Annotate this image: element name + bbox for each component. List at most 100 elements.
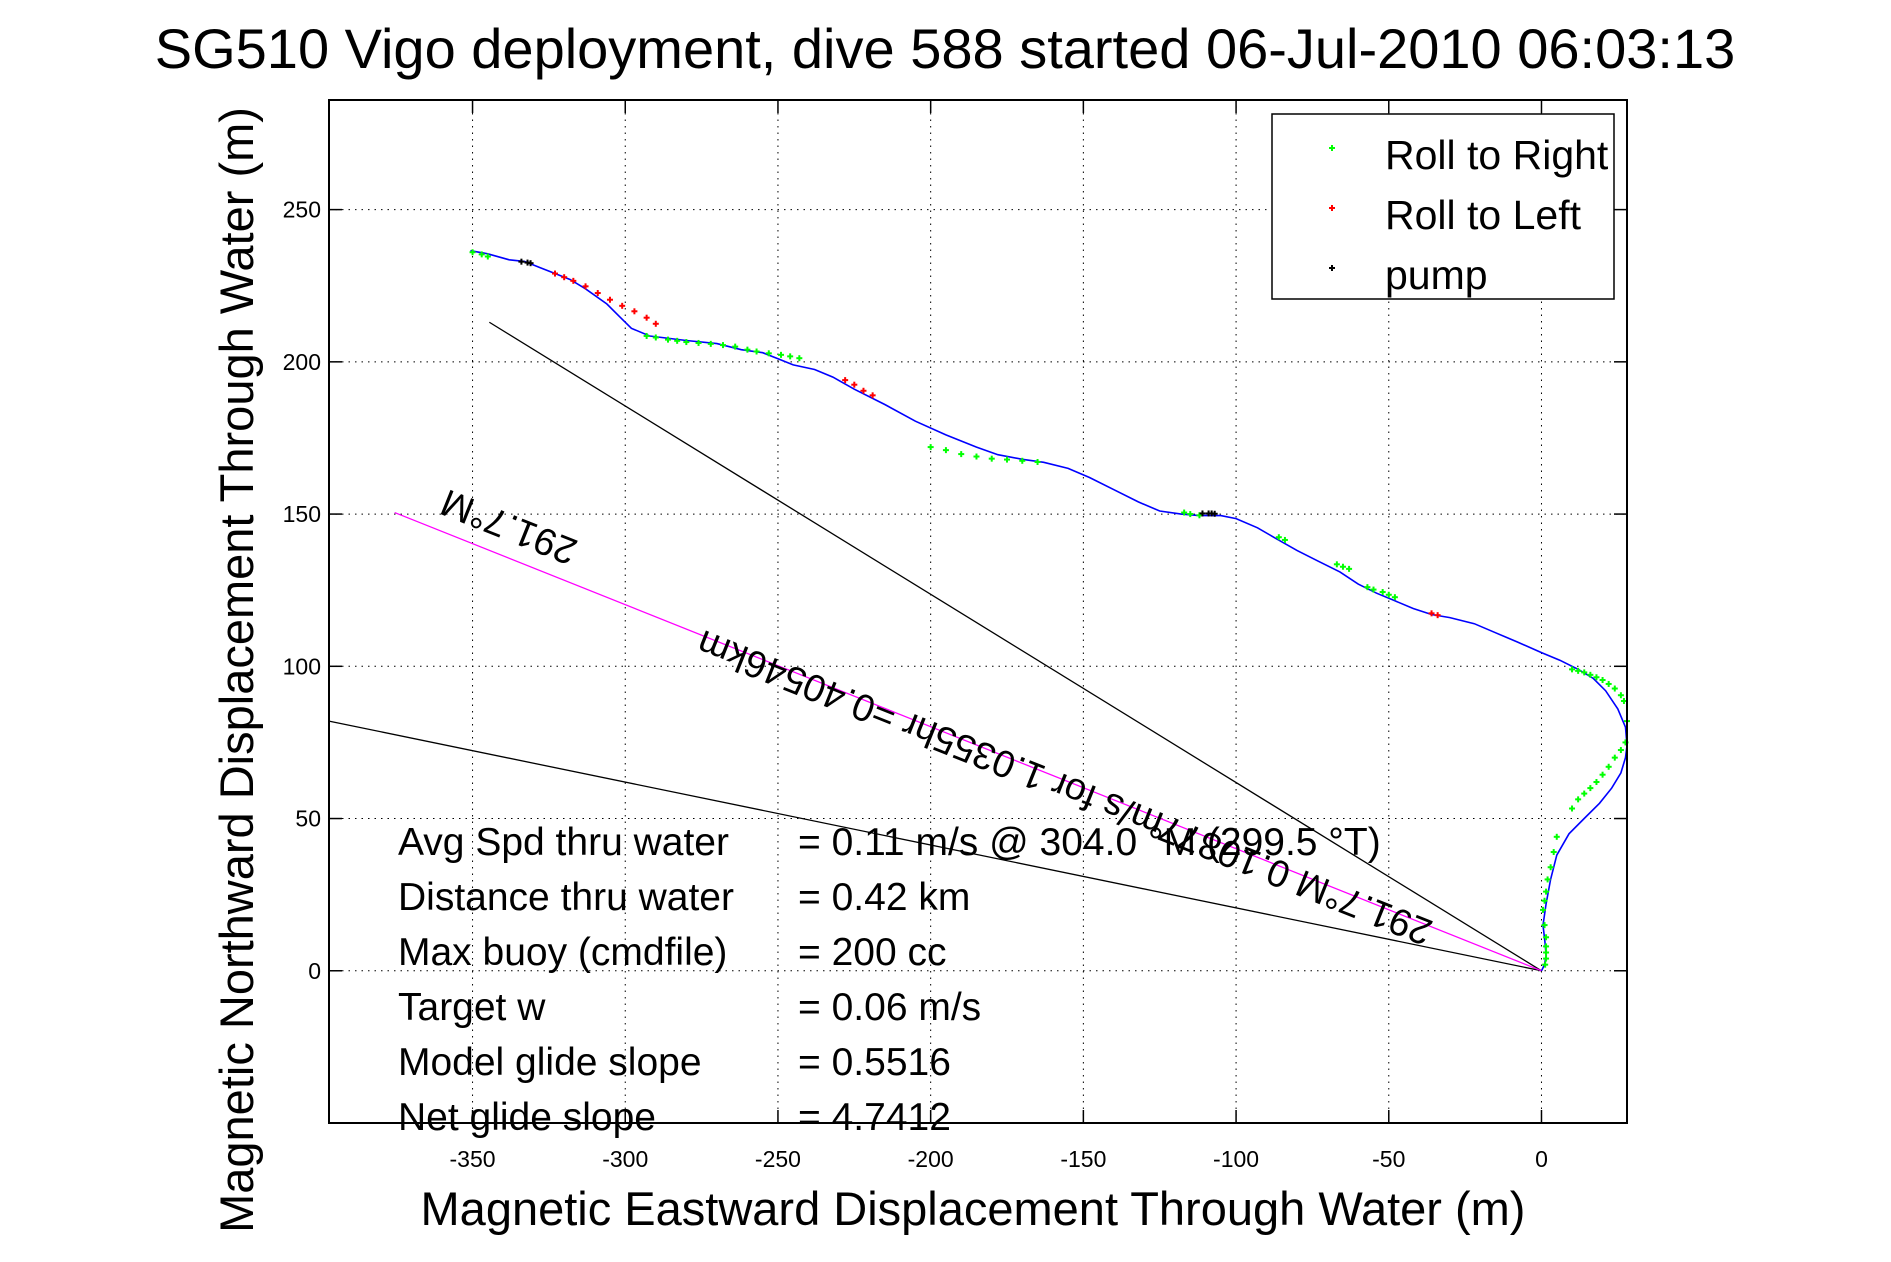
roll-right-marker <box>1599 771 1606 778</box>
roll-left-marker <box>1434 612 1441 619</box>
roll-right-marker <box>1543 934 1550 941</box>
y-tick-label: 150 <box>283 501 321 527</box>
roll-right-marker <box>1611 754 1618 761</box>
x-tick-label: -50 <box>1372 1146 1405 1172</box>
legend-label: pump <box>1385 252 1488 298</box>
x-tick-label: -100 <box>1213 1146 1259 1172</box>
roll-left-marker <box>619 302 626 309</box>
roll-right-marker <box>1333 561 1340 568</box>
x-axis-label: Magnetic Eastward Displacement Through W… <box>421 1182 1526 1235</box>
roll-right-marker <box>1196 512 1203 519</box>
roll-left-marker <box>860 387 867 394</box>
y-tick-label: 250 <box>283 197 321 223</box>
pump-marker <box>518 258 525 265</box>
roll-right-marker <box>1593 779 1600 785</box>
pump-marker <box>527 260 534 267</box>
roll-right-marker <box>1541 922 1548 929</box>
roll-right-marker <box>1569 666 1576 673</box>
reference-lines <box>328 321 1542 972</box>
roll-right-marker <box>1543 888 1550 895</box>
roll-right-marker <box>1281 536 1288 543</box>
roll-right-marker <box>1379 589 1386 596</box>
roll-right-marker <box>1617 747 1624 754</box>
roll-right-marker <box>1364 584 1371 591</box>
stat-label: Distance thru water <box>398 876 734 919</box>
y-axis-label: Magnetic Northward Displacement Through … <box>210 107 263 1233</box>
legend-item: Roll to Left <box>1329 192 1582 238</box>
roll-right-marker <box>1581 669 1588 676</box>
pump-marker <box>1211 510 1218 517</box>
roll-right-marker <box>778 351 785 358</box>
y-tick-label: 200 <box>283 349 321 375</box>
roll-right-marker <box>1575 667 1582 674</box>
roll-right-marker <box>643 332 650 339</box>
roll-right-marker <box>1587 671 1594 678</box>
roll-right-marker <box>973 453 980 460</box>
roll-right-marker <box>1540 906 1547 913</box>
roll-right-marker <box>1339 563 1346 570</box>
y-tick-label: 100 <box>283 653 321 679</box>
roll-right-marker <box>1543 949 1550 956</box>
stat-value: = 0.11 m/s @ 304.0 °M (299.5 °T) <box>798 821 1381 864</box>
roll-left-marker <box>1428 610 1435 617</box>
roll-right-marker <box>1004 456 1011 463</box>
roll-left-marker <box>561 274 568 281</box>
x-tick-label: 0 <box>1535 1146 1548 1172</box>
roll-right-marker <box>1605 680 1612 687</box>
roll-right-marker <box>695 339 702 346</box>
roll-right-marker <box>1543 943 1550 950</box>
roll-right-marker <box>719 342 726 349</box>
roll-right-marker <box>652 334 659 341</box>
roll-right-marker <box>1541 897 1548 904</box>
roll-right-marker <box>1569 805 1576 812</box>
legend: Roll to Right Roll to Left pump <box>1271 113 1615 300</box>
roll-left-marker <box>570 277 577 284</box>
roll-right-marker <box>469 249 476 256</box>
x-tick-label: -150 <box>1060 1146 1106 1172</box>
roll-right-marker <box>787 353 794 360</box>
stat-label: Target w <box>398 986 546 1029</box>
roll-right-marker <box>683 339 690 346</box>
heading-line-upper <box>489 321 1542 972</box>
plot-frame <box>328 99 1628 1124</box>
legend-label: Roll to Right <box>1385 132 1609 178</box>
roll-right-marker <box>1181 509 1188 516</box>
roll-right-marker <box>988 455 995 462</box>
roll-right-marker <box>927 444 934 451</box>
roll-right-marker <box>1620 698 1627 705</box>
x-tick-label: -300 <box>602 1146 648 1172</box>
stat-label: Net glide slope <box>398 1096 656 1139</box>
chart-title: SG510 Vigo deployment, dive 588 started … <box>155 17 1736 80</box>
roll-right-marker <box>744 346 751 353</box>
roll-left-marker <box>652 320 659 327</box>
roll-left-marker <box>869 392 876 399</box>
roll-right-marker <box>1544 876 1551 883</box>
roll-right-marker <box>732 343 739 350</box>
stat-value: = 0.42 km <box>798 876 970 919</box>
roll-right-marker <box>942 447 949 454</box>
roll-left-marker <box>631 308 638 315</box>
roll-left-marker <box>552 270 559 277</box>
y-tick-label: 0 <box>308 958 321 984</box>
roll-right-marker <box>1581 790 1588 797</box>
roll-right-marker <box>707 340 714 347</box>
roll-right-marker <box>1346 565 1353 572</box>
stat-label: Model glide slope <box>398 1041 702 1084</box>
pump-marker <box>1199 510 1206 517</box>
roll-right-marker <box>674 337 681 344</box>
grid <box>329 100 1627 1123</box>
roll-right-marker <box>1547 864 1554 871</box>
stat-value: = 200 cc <box>798 931 947 974</box>
roll-right-marker <box>1187 511 1194 518</box>
roll-right-marker <box>1275 534 1282 541</box>
roll-right-marker <box>1599 677 1606 684</box>
y-tick-label: 50 <box>295 806 321 832</box>
stat-value: = 4.7412 <box>798 1096 951 1139</box>
legend-item: pump <box>1329 252 1488 298</box>
roll-right-marker <box>665 336 672 343</box>
roll-right-marker <box>1543 955 1550 962</box>
roll-right-marker <box>1593 674 1600 681</box>
roll-right-marker <box>478 251 485 258</box>
roll-right-marker <box>1587 785 1594 792</box>
